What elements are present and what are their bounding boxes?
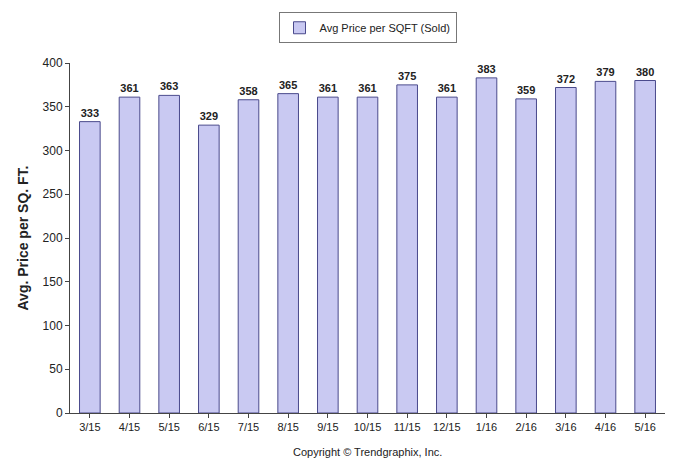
svg-text:150: 150 (43, 275, 63, 289)
svg-text:359: 359 (517, 84, 535, 96)
svg-text:361: 361 (358, 82, 376, 94)
svg-text:375: 375 (398, 70, 416, 82)
svg-text:4/16: 4/16 (595, 421, 616, 433)
svg-text:3/15: 3/15 (79, 421, 100, 433)
svg-text:1/16: 1/16 (476, 421, 497, 433)
svg-text:363: 363 (160, 80, 178, 92)
svg-text:Avg Price per SQFT (Sold): Avg Price per SQFT (Sold) (320, 22, 450, 34)
svg-text:329: 329 (200, 110, 218, 122)
svg-text:4/15: 4/15 (119, 421, 140, 433)
svg-text:11/15: 11/15 (394, 421, 421, 433)
svg-text:383: 383 (477, 63, 495, 75)
svg-text:372: 372 (557, 73, 575, 85)
svg-text:400: 400 (43, 56, 63, 70)
svg-text:6/15: 6/15 (198, 421, 219, 433)
svg-text:300: 300 (43, 144, 63, 158)
svg-text:12/15: 12/15 (433, 421, 461, 433)
svg-text:3/16: 3/16 (555, 421, 576, 433)
svg-text:5/15: 5/15 (158, 421, 179, 433)
svg-text:100: 100 (43, 319, 63, 333)
svg-text:9/15: 9/15 (317, 421, 338, 433)
svg-text:50: 50 (49, 362, 63, 376)
svg-text:2/16: 2/16 (515, 421, 536, 433)
svg-text:379: 379 (596, 66, 614, 78)
svg-text:8/15: 8/15 (277, 421, 298, 433)
svg-text:350: 350 (43, 100, 63, 114)
svg-text:333: 333 (81, 107, 99, 119)
svg-text:5/16: 5/16 (634, 421, 655, 433)
svg-text:365: 365 (279, 79, 297, 91)
svg-text:200: 200 (43, 231, 63, 245)
svg-text:361: 361 (319, 82, 337, 94)
svg-text:Avg. Price per SQ. FT.: Avg. Price per SQ. FT. (15, 166, 31, 311)
svg-text:250: 250 (43, 187, 63, 201)
svg-text:361: 361 (438, 82, 456, 94)
svg-text:361: 361 (120, 82, 138, 94)
svg-text:7/15: 7/15 (238, 421, 259, 433)
svg-text:380: 380 (636, 66, 654, 78)
svg-text:Copyright © Trendgraphix, Inc.: Copyright © Trendgraphix, Inc. (293, 446, 442, 458)
svg-text:0: 0 (56, 406, 63, 420)
svg-text:10/15: 10/15 (354, 421, 382, 433)
svg-text:358: 358 (239, 85, 257, 97)
